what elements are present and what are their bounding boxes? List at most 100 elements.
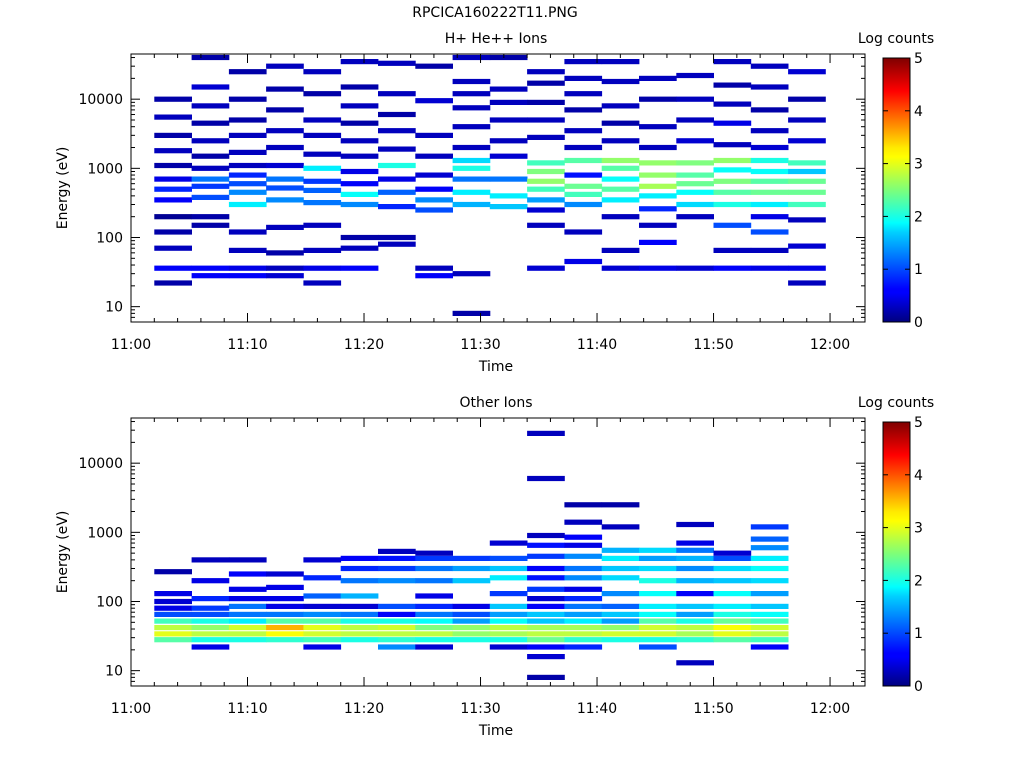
heatmap-cell — [191, 222, 230, 228]
heatmap-cell — [266, 265, 304, 271]
heatmap-cell — [601, 186, 640, 192]
heatmap-cell — [527, 586, 565, 592]
heatmap-cell — [639, 547, 677, 553]
heatmap-cell — [191, 557, 230, 563]
heatmap-cell — [378, 565, 416, 572]
colorbar-tick-label: 1 — [914, 626, 923, 642]
heatmap-cell — [228, 586, 267, 592]
heatmap-cell — [750, 644, 789, 650]
heatmap-cell — [415, 132, 453, 138]
figure-title: RPCICA160222T11.PNG — [412, 5, 578, 21]
heatmap-cell — [489, 644, 528, 650]
heatmap-cell — [228, 69, 267, 75]
heatmap-cell — [489, 117, 528, 123]
heatmap-cell — [676, 603, 714, 609]
heatmap-cell — [676, 96, 714, 102]
y-tick-label: 100 — [96, 594, 123, 610]
heatmap-cell — [489, 575, 528, 581]
heatmap-cell — [228, 162, 267, 169]
heatmap-cell — [340, 191, 379, 197]
heatmap-cell — [378, 189, 416, 195]
heatmap-cell — [639, 206, 677, 212]
heatmap-cell — [228, 149, 267, 155]
heatmap-cell — [415, 273, 453, 279]
heatmap-cell — [527, 654, 565, 660]
plot-frame — [130, 53, 866, 323]
heatmap-cell — [266, 611, 304, 617]
heatmap-cell — [564, 534, 603, 540]
heatmap-cell — [564, 603, 603, 609]
heatmap-cell — [303, 618, 342, 624]
heatmap-cell — [154, 280, 192, 286]
heatmap-cell — [415, 550, 453, 556]
heatmap-cell — [601, 176, 640, 182]
heatmap-cell — [340, 245, 379, 251]
heatmap-cell — [527, 674, 565, 680]
heatmap-cell — [639, 555, 677, 561]
heatmap-cell — [750, 631, 789, 637]
colorbar-tick-label: 4 — [914, 104, 923, 120]
heatmap-cell — [191, 176, 230, 182]
heatmap-cell — [415, 172, 453, 178]
heatmap-cell — [750, 524, 789, 530]
heatmap-cell — [452, 618, 491, 624]
heatmap-cell — [340, 637, 379, 643]
heatmap-cell — [154, 114, 192, 120]
heatmap-cell — [713, 631, 752, 637]
heatmap-cell — [676, 72, 714, 79]
heatmap-cell — [564, 553, 603, 559]
heatmap-cell — [303, 69, 342, 75]
heatmap-cell — [489, 611, 528, 617]
heatmap-cell — [601, 575, 640, 581]
heatmap-cell — [527, 69, 565, 75]
heatmap-cell — [601, 603, 640, 609]
heatmap-cell — [191, 214, 230, 220]
heatmap-cell — [266, 571, 304, 577]
heatmap-cell — [527, 186, 565, 192]
heatmap-cell — [303, 132, 342, 138]
heatmap-cell — [639, 172, 677, 178]
heatmap-cell — [564, 618, 603, 624]
heatmap-cell — [191, 637, 230, 643]
heatmap-cell — [228, 229, 267, 235]
heatmap-cell — [340, 234, 379, 241]
heatmap-cell — [489, 176, 528, 182]
heatmap-cell — [601, 625, 640, 631]
x-tick-label: 12:00 — [810, 701, 850, 717]
heatmap-cell — [788, 117, 826, 123]
heatmap-cell — [527, 178, 565, 184]
heatmap-cell — [415, 153, 453, 159]
heatmap-cell — [228, 265, 267, 271]
heatmap-cell — [266, 176, 304, 182]
colorbar-tick-label: 2 — [914, 209, 923, 225]
heatmap-cell — [676, 631, 714, 637]
heatmap-cell — [154, 214, 192, 220]
heatmap-cell — [489, 138, 528, 144]
heatmap-cell — [788, 243, 826, 249]
colorbar — [882, 421, 911, 687]
heatmap-cell — [340, 565, 379, 572]
heatmap-cell — [415, 207, 453, 213]
heatmap-cell — [527, 168, 565, 175]
heatmap-cell — [191, 265, 230, 271]
heatmap-cell — [676, 160, 714, 166]
heatmap-cell — [750, 214, 789, 220]
heatmap-cell — [154, 96, 192, 102]
heatmap-cell — [340, 201, 379, 208]
heatmap-cell — [340, 578, 379, 584]
heatmap-cell — [191, 644, 230, 650]
heatmap-cell — [154, 162, 192, 169]
heatmap-cell — [601, 59, 640, 65]
heatmap-cell — [378, 637, 416, 643]
y-tick-label: 10 — [105, 664, 123, 680]
colorbar-tick-label: 5 — [914, 415, 923, 431]
heatmap-cell — [191, 120, 230, 126]
heatmap-cell — [266, 107, 304, 113]
heatmap-cell — [639, 611, 677, 617]
heatmap-cell — [191, 138, 230, 144]
heatmap-cell — [713, 611, 752, 617]
heatmap-cell — [601, 618, 640, 624]
heatmap-cell — [228, 631, 267, 637]
heatmap-cell — [601, 547, 640, 553]
